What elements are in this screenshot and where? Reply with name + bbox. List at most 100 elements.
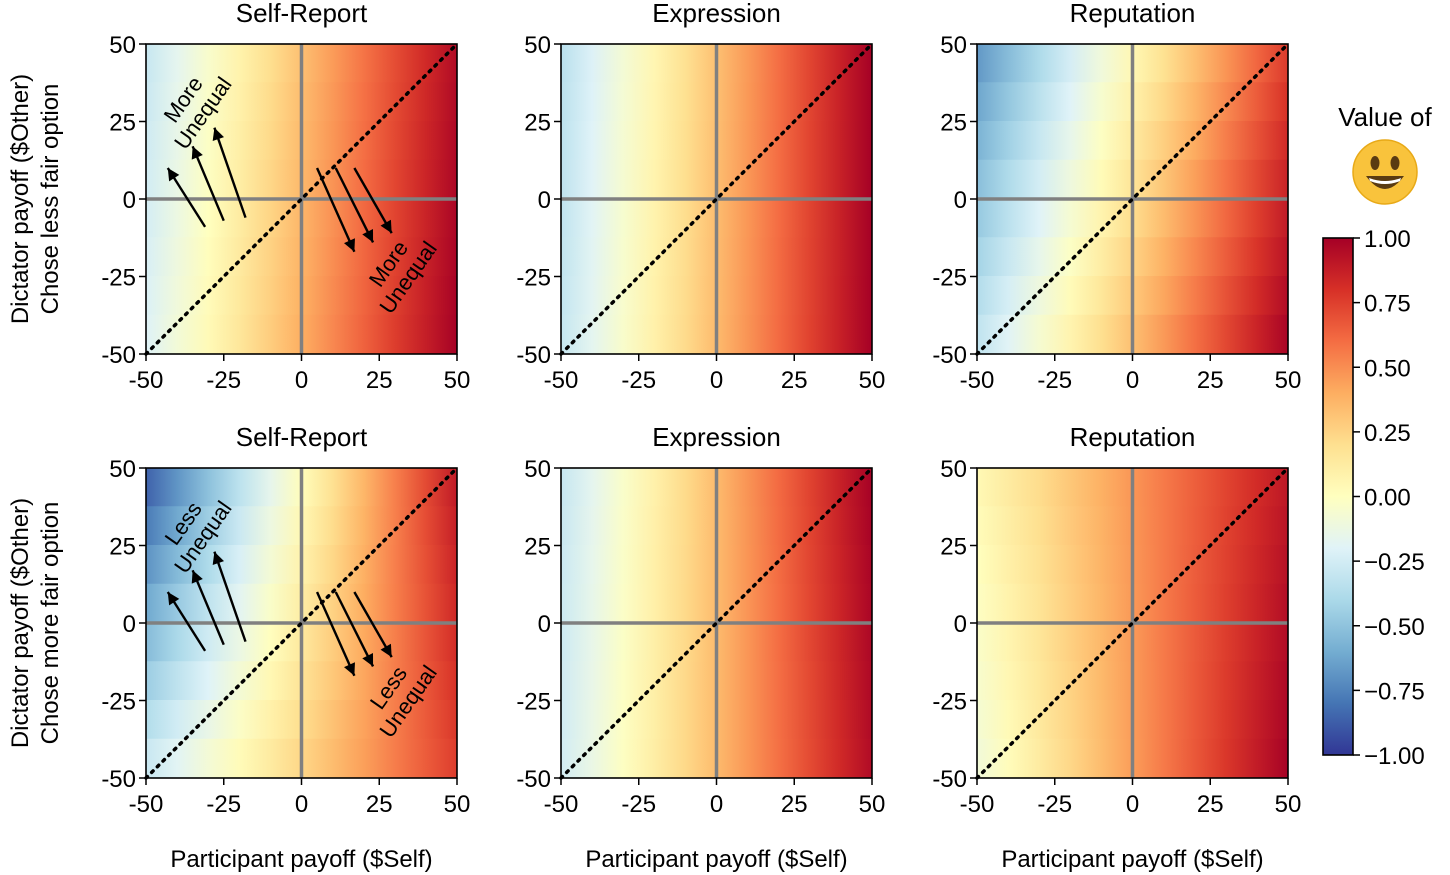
diagonal-equality-line	[144, 466, 459, 780]
x-tick-label: 0	[295, 367, 308, 394]
y-tick-label: 50	[940, 32, 967, 59]
x-tick-label: -25	[206, 367, 241, 394]
diagonal-equality-line	[559, 42, 874, 356]
panel-title: Expression	[652, 422, 781, 452]
panel-0-2: Reputation -50 -25 0 25 50 50 25 0 -25 -50	[932, 0, 1301, 394]
x-tick-label: 25	[1197, 791, 1224, 818]
arrow-shaft	[191, 569, 225, 646]
arrow-shaft	[334, 167, 375, 243]
arrow-shaft	[213, 551, 247, 642]
colorbar-tick-label: 0.75	[1364, 291, 1411, 318]
arrow-head	[362, 652, 374, 667]
panel-title: Reputation	[1070, 0, 1196, 28]
y-tick-label: 50	[524, 456, 551, 483]
y-tick-label: -50	[101, 766, 136, 793]
smiling-face-icon	[1352, 139, 1418, 205]
x-tick-label: -50	[544, 367, 579, 394]
colorbar-tick-label: 0.50	[1364, 355, 1411, 382]
y-tick-label: -50	[101, 342, 136, 369]
x-tick-label: -25	[206, 791, 241, 818]
x-tick-label: 0	[1126, 367, 1139, 394]
x-tick-label: -25	[621, 367, 656, 394]
y-axis-label-line1: Dictator payoff ($Other)	[7, 74, 34, 324]
x-tick-label: 25	[1197, 367, 1224, 394]
panel-title: Reputation	[1070, 422, 1196, 452]
x-tick-label: 25	[781, 791, 808, 818]
arrow-head	[167, 168, 180, 182]
x-tick-label: 0	[710, 791, 723, 818]
x-tick-label: -50	[960, 367, 995, 394]
y-tick-label: 0	[954, 611, 967, 638]
panel-title: Self-Report	[236, 0, 368, 28]
diagonal-equality-line	[975, 466, 1290, 780]
diagonal-equality-line	[975, 42, 1290, 356]
y-tick-label: -25	[932, 265, 967, 292]
arrow-shaft	[353, 167, 393, 234]
x-tick-label: -50	[544, 791, 579, 818]
arrow-head	[380, 219, 392, 234]
arrow-shaft	[213, 127, 247, 218]
emoji-face	[1352, 139, 1418, 205]
y-tick-label: 25	[524, 110, 551, 137]
y-tick-label: 0	[538, 611, 551, 638]
y-tick-label: -50	[932, 342, 967, 369]
colorbar-tick-label: −0.50	[1364, 614, 1425, 641]
x-tick-label: -25	[1037, 791, 1072, 818]
y-tick-label: 50	[109, 32, 136, 59]
y-axis-label-line2: Chose more fair option	[37, 502, 64, 745]
y-tick-label: 0	[954, 187, 967, 214]
colorbar-tick-label: −0.25	[1364, 549, 1425, 576]
y-tick-label: 0	[123, 187, 136, 214]
x-tick-label: 0	[1126, 791, 1139, 818]
y-axis-label-line2: Chose less fair option	[37, 84, 64, 315]
panel-1-0: Self-Report -50 -25 0 25 50 50 25 0 -25 -50 Partici…	[101, 422, 470, 873]
y-tick-label: -50	[516, 342, 551, 369]
x-tick-label: 25	[366, 367, 393, 394]
y-tick-label: -25	[932, 689, 967, 716]
x-tick-label: -50	[129, 367, 164, 394]
panel-0-1: Expression -50 -25 0 25 50 50 25 0 -25 -50	[516, 0, 885, 394]
x-axis-label: Participant payoff ($Self)	[170, 846, 432, 873]
x-tick-label: 50	[444, 367, 471, 394]
y-tick-label: 50	[940, 456, 967, 483]
x-tick-label: 50	[859, 791, 886, 818]
panel-title: Expression	[652, 0, 781, 28]
x-tick-label: 50	[859, 367, 886, 394]
row-label-0: Dictator payoff ($Other) Chose less fair …	[7, 74, 64, 324]
panel-1-2: Reputation -50 -25 0 25 50 50 25 0 -25 -50 Particip…	[932, 422, 1301, 873]
arrow-head	[191, 570, 203, 584]
y-tick-label: -50	[516, 766, 551, 793]
y-tick-label: 50	[524, 32, 551, 59]
y-tick-label: -25	[101, 265, 136, 292]
x-tick-label: -25	[621, 791, 656, 818]
y-tick-label: 25	[940, 110, 967, 137]
x-tick-label: 25	[781, 367, 808, 394]
y-tick-label: -25	[516, 265, 551, 292]
x-tick-label: -50	[960, 791, 995, 818]
y-axis-label-line1: Dictator payoff ($Other)	[7, 498, 34, 748]
colorbar-tick-label: −1.00	[1364, 743, 1425, 770]
arrow-shaft	[315, 167, 356, 253]
arrow-head	[362, 228, 374, 243]
arrow-shaft	[315, 591, 356, 677]
x-tick-label: -25	[1037, 367, 1072, 394]
panel-1-1: Expression -50 -25 0 25 50 50 25 0 -25 -50 Particip…	[516, 422, 885, 873]
colorbar-tick-label: 0.25	[1364, 420, 1411, 447]
y-tick-label: 25	[524, 534, 551, 561]
arrow-head	[212, 127, 225, 142]
x-tick-label: -50	[129, 791, 164, 818]
x-tick-label: 0	[710, 367, 723, 394]
colorbar-tick-label: −0.75	[1364, 678, 1425, 705]
x-tick-label: 0	[295, 791, 308, 818]
emoji-teeth	[1369, 178, 1401, 184]
arrow-shaft	[353, 591, 393, 658]
colorbar-title: Value of	[1338, 102, 1432, 132]
emoji-right-eye	[1390, 156, 1400, 170]
y-tick-label: 25	[940, 534, 967, 561]
x-tick-label: 25	[366, 791, 393, 818]
row-label-1: Dictator payoff ($Other) Chose more fair …	[7, 498, 64, 748]
y-tick-label: 25	[109, 110, 136, 137]
x-tick-label: 50	[444, 791, 471, 818]
